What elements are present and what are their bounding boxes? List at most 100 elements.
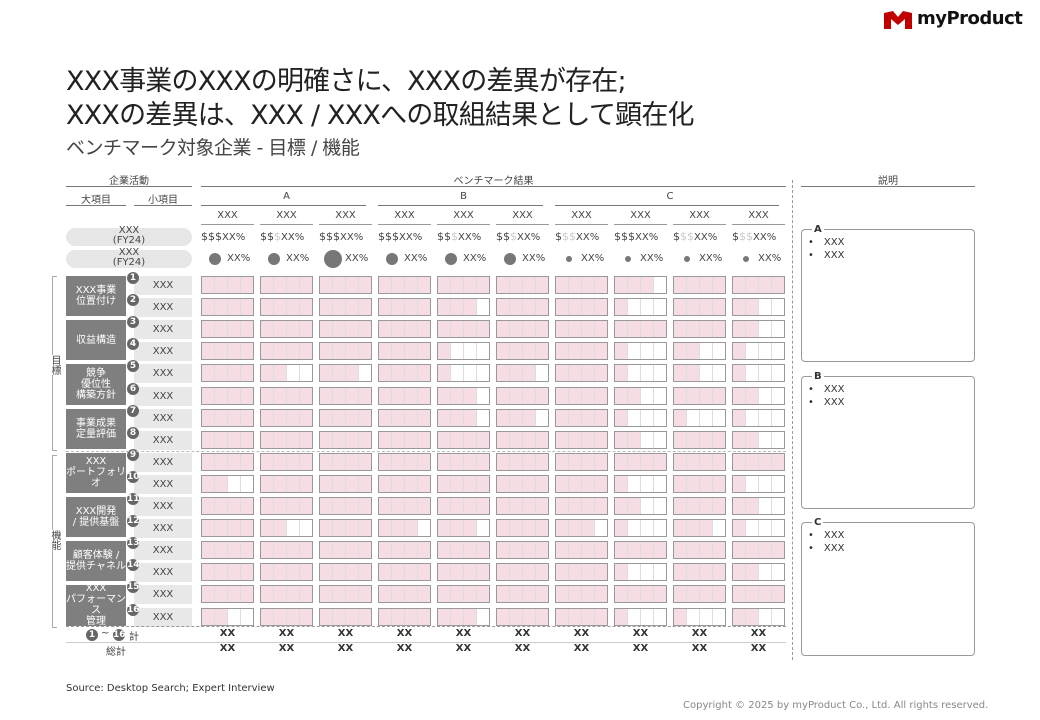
score-segment (476, 431, 489, 448)
score-cell (378, 519, 431, 538)
score-segment (214, 365, 227, 382)
score-segment (273, 343, 286, 360)
score-segment (261, 299, 273, 316)
score-segment (227, 277, 240, 293)
score-segment (320, 586, 332, 603)
score-cell (732, 364, 785, 383)
score-segment (417, 564, 430, 581)
score-segment (712, 608, 725, 625)
score-segment (438, 387, 450, 404)
score-cell (496, 497, 549, 515)
score-segment (712, 409, 725, 426)
score-cell (555, 474, 608, 493)
score-segment (522, 277, 535, 293)
score-segment (581, 586, 594, 603)
score-cell (732, 430, 785, 449)
score-segment (286, 409, 299, 426)
score-segment (299, 409, 312, 426)
score-segment (463, 608, 476, 625)
score-cell (673, 430, 726, 449)
score-segment (627, 365, 640, 382)
score-segment (345, 542, 358, 559)
score-segment (653, 564, 666, 581)
dollar-icon: $ (732, 230, 739, 243)
revenue-pct: XX% (635, 232, 659, 243)
score-segment (345, 586, 358, 603)
score-segment (733, 321, 745, 338)
share-pct: XX% (286, 253, 310, 264)
row-number-badge: 11 (127, 493, 140, 505)
score-segment (509, 365, 522, 382)
score-segment (615, 321, 627, 338)
score-segment (509, 564, 522, 581)
grand-total-value: XX (396, 643, 413, 654)
score-segment (358, 586, 371, 603)
score-segment (745, 387, 758, 404)
score-segment (568, 475, 581, 492)
score-segment (653, 542, 666, 559)
metric-label-line1: XXX (118, 225, 140, 236)
score-segment (202, 564, 214, 581)
score-cell (614, 430, 667, 449)
score-segment (240, 365, 253, 382)
grand-total-value: XX (278, 643, 295, 654)
score-segment (332, 498, 345, 514)
grand-total-value: XX (514, 643, 531, 654)
score-segment (581, 520, 594, 537)
score-segment (404, 586, 417, 603)
share-pct: XX% (522, 253, 546, 264)
score-segment (391, 277, 404, 293)
score-segment (674, 608, 686, 625)
score-cell (496, 386, 549, 405)
score-segment (345, 431, 358, 448)
score-segment (615, 299, 627, 316)
row-number-badge: 3 (127, 316, 139, 329)
score-segment (240, 409, 253, 426)
score-segment (712, 431, 725, 448)
category-block: XXX開発 / 提供基盤 (66, 497, 126, 538)
score-segment (202, 542, 214, 559)
grand-total-value: XX (632, 643, 649, 654)
score-segment (417, 343, 430, 360)
score-segment (391, 409, 404, 426)
score-segment (568, 431, 581, 448)
score-segment (332, 277, 345, 293)
score-segment (568, 321, 581, 338)
score-segment (261, 277, 273, 293)
score-segment (438, 299, 450, 316)
score-segment (463, 343, 476, 360)
company-divider (555, 224, 608, 225)
score-segment (627, 453, 640, 470)
revenue-indicator: $$$XX% (201, 230, 260, 243)
score-cell (732, 320, 785, 339)
score-segment (594, 431, 607, 448)
score-segment (345, 365, 358, 382)
score-segment (202, 586, 214, 603)
score-segment (261, 387, 273, 404)
score-cell (555, 563, 608, 582)
score-segment (627, 277, 640, 293)
score-cell (555, 364, 608, 383)
revenue-pct: XX% (458, 232, 482, 243)
score-segment (535, 608, 548, 625)
subtotal-value: XX (396, 628, 413, 639)
score-cell (437, 298, 490, 317)
share-bubble-icon (386, 253, 398, 265)
score-cell (378, 563, 431, 582)
dollar-icon: $ (385, 230, 392, 243)
explanation-title: C (812, 517, 824, 528)
group-header-1: B (460, 191, 467, 202)
score-segment (771, 277, 784, 293)
explanation-list: XXX XXX (808, 236, 845, 262)
score-segment (535, 431, 548, 448)
score-cell (555, 607, 608, 626)
score-segment (758, 475, 771, 492)
score-cell (496, 298, 549, 317)
score-segment (391, 453, 404, 470)
explanation-item: XXX (808, 383, 845, 396)
sub-item-label: XXX (134, 607, 192, 627)
row-number-badge: 4 (127, 338, 139, 351)
page-title-line2: XXXの差異は、XXX / XXXへの取組結果として顕在化 (66, 100, 695, 131)
score-segment (476, 586, 489, 603)
score-segment (535, 586, 548, 603)
